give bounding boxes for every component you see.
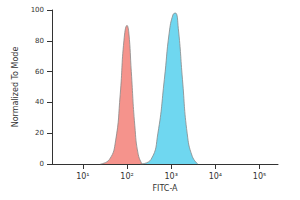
svg-text:10¹: 10¹ [76, 172, 89, 181]
svg-text:10⁵: 10⁵ [253, 172, 266, 181]
svg-text:40: 40 [35, 98, 44, 106]
svg-text:80: 80 [35, 37, 44, 45]
svg-text:0: 0 [40, 160, 44, 168]
svg-text:10²: 10² [120, 172, 133, 181]
svg-text:20: 20 [35, 129, 44, 137]
svg-text:60: 60 [35, 68, 44, 76]
svg-text:10⁴: 10⁴ [209, 172, 222, 181]
svg-text:10³: 10³ [164, 172, 177, 181]
svg-text:Normalized To Mode: Normalized To Mode [11, 47, 20, 128]
svg-text:100: 100 [31, 6, 44, 14]
svg-text:FITC-A: FITC-A [152, 184, 178, 193]
